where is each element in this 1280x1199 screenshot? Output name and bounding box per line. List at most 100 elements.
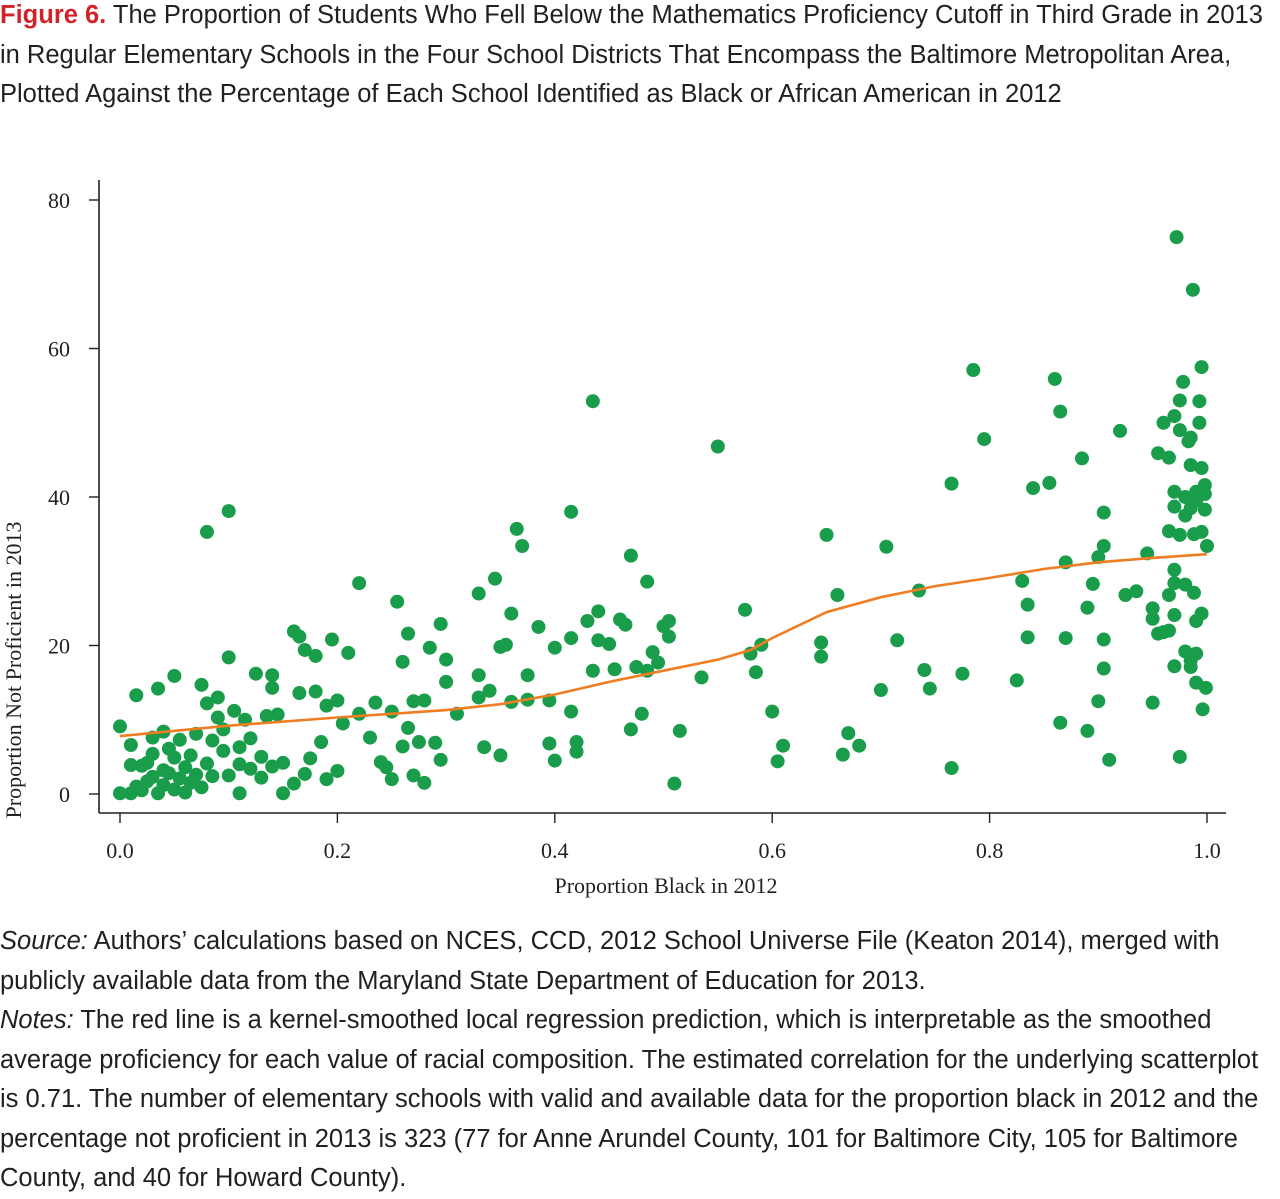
data-point	[439, 674, 454, 689]
data-point	[199, 696, 214, 711]
data-point	[1194, 461, 1209, 476]
data-point	[384, 772, 399, 787]
data-point	[667, 776, 682, 791]
data-point	[113, 719, 127, 734]
data-point	[498, 637, 513, 652]
data-point	[966, 363, 981, 378]
data-point	[167, 668, 182, 683]
data-point	[1172, 527, 1187, 542]
data-point	[330, 763, 345, 778]
data-point	[977, 432, 992, 447]
data-point	[1161, 524, 1176, 539]
data-point	[227, 703, 242, 718]
data-point	[129, 688, 144, 703]
data-point	[634, 706, 649, 721]
data-point	[341, 645, 356, 660]
data-point	[308, 684, 323, 699]
data-point	[585, 394, 600, 409]
data-point	[1161, 588, 1176, 603]
data-point	[661, 613, 676, 628]
data-point	[265, 668, 280, 683]
data-point	[1151, 446, 1166, 461]
data-point	[1172, 393, 1187, 408]
data-point	[841, 726, 856, 741]
data-point	[1197, 502, 1212, 517]
data-point	[183, 748, 198, 763]
data-point	[123, 758, 138, 773]
data-point	[890, 633, 905, 648]
x-tick-label: 0.8	[976, 838, 1004, 863]
data-point	[1102, 752, 1117, 767]
data-point	[1183, 430, 1198, 445]
data-point	[428, 735, 443, 750]
y-tick-label: 80	[48, 188, 70, 213]
axes: 0.0 0.2 0.4 0.6 0.8 1.0 0 20 40 60 80	[48, 180, 1226, 863]
data-point	[248, 666, 263, 681]
data-point	[401, 626, 416, 641]
data-point	[1167, 576, 1182, 591]
data-point	[835, 747, 850, 762]
notes-paragraph: Notes: The red line is a kernel-smoothed…	[0, 1001, 1280, 1199]
x-tick-label: 0.4	[541, 838, 569, 863]
data-point	[199, 756, 214, 771]
data-point	[569, 735, 584, 750]
data-point	[580, 613, 595, 628]
data-point	[1176, 374, 1191, 389]
data-point	[814, 649, 829, 664]
data-point	[477, 740, 492, 755]
data-point	[852, 738, 867, 753]
data-point	[1167, 409, 1182, 424]
data-point	[1047, 371, 1062, 386]
x-tick-label: 0.6	[758, 838, 786, 863]
data-point	[645, 645, 660, 660]
data-point	[1096, 661, 1111, 676]
data-point	[1178, 490, 1193, 504]
data-point	[210, 710, 225, 725]
data-point	[406, 694, 421, 709]
data-point	[1167, 484, 1182, 499]
data-point	[819, 527, 834, 542]
data-point	[352, 576, 367, 591]
data-point	[955, 666, 970, 681]
data-point	[161, 766, 176, 781]
data-point	[1197, 478, 1212, 493]
data-point	[1020, 630, 1035, 645]
y-tick-label: 20	[48, 634, 70, 659]
data-point	[123, 737, 138, 752]
data-point	[319, 698, 334, 713]
data-point	[515, 539, 530, 554]
data-point	[1058, 631, 1073, 646]
data-point	[710, 439, 725, 454]
data-point	[1080, 600, 1095, 615]
data-point	[411, 735, 426, 750]
data-point	[433, 752, 448, 767]
y-tick-label: 60	[48, 337, 70, 362]
figure-label: Figure 6.	[0, 1, 107, 29]
data-point	[1194, 360, 1209, 375]
data-point	[368, 695, 383, 710]
data-point	[873, 683, 888, 698]
data-point	[384, 704, 399, 719]
data-point	[1167, 659, 1182, 674]
data-point	[265, 759, 280, 774]
figure-caption: Figure 6. The Proportion of Students Who…	[0, 0, 1278, 115]
data-point	[199, 524, 214, 539]
data-point	[585, 663, 600, 678]
data-point	[232, 757, 247, 772]
data-point	[591, 633, 606, 648]
data-point	[1009, 673, 1024, 688]
data-point	[1183, 660, 1198, 675]
y-tick-label: 40	[48, 485, 70, 510]
data-point	[292, 629, 307, 644]
data-point	[243, 761, 258, 776]
x-tick-label: 0.2	[324, 838, 352, 863]
data-point	[1200, 539, 1214, 554]
source-text: Authors’ calculations based on NCES, CCD…	[0, 927, 1220, 995]
data-point	[569, 744, 584, 759]
data-point	[1185, 282, 1200, 297]
data-point	[335, 716, 350, 731]
data-point	[151, 681, 166, 696]
data-point	[922, 681, 937, 696]
x-axis-label: Proportion Black in 2012	[554, 873, 777, 898]
data-point	[1091, 694, 1106, 709]
